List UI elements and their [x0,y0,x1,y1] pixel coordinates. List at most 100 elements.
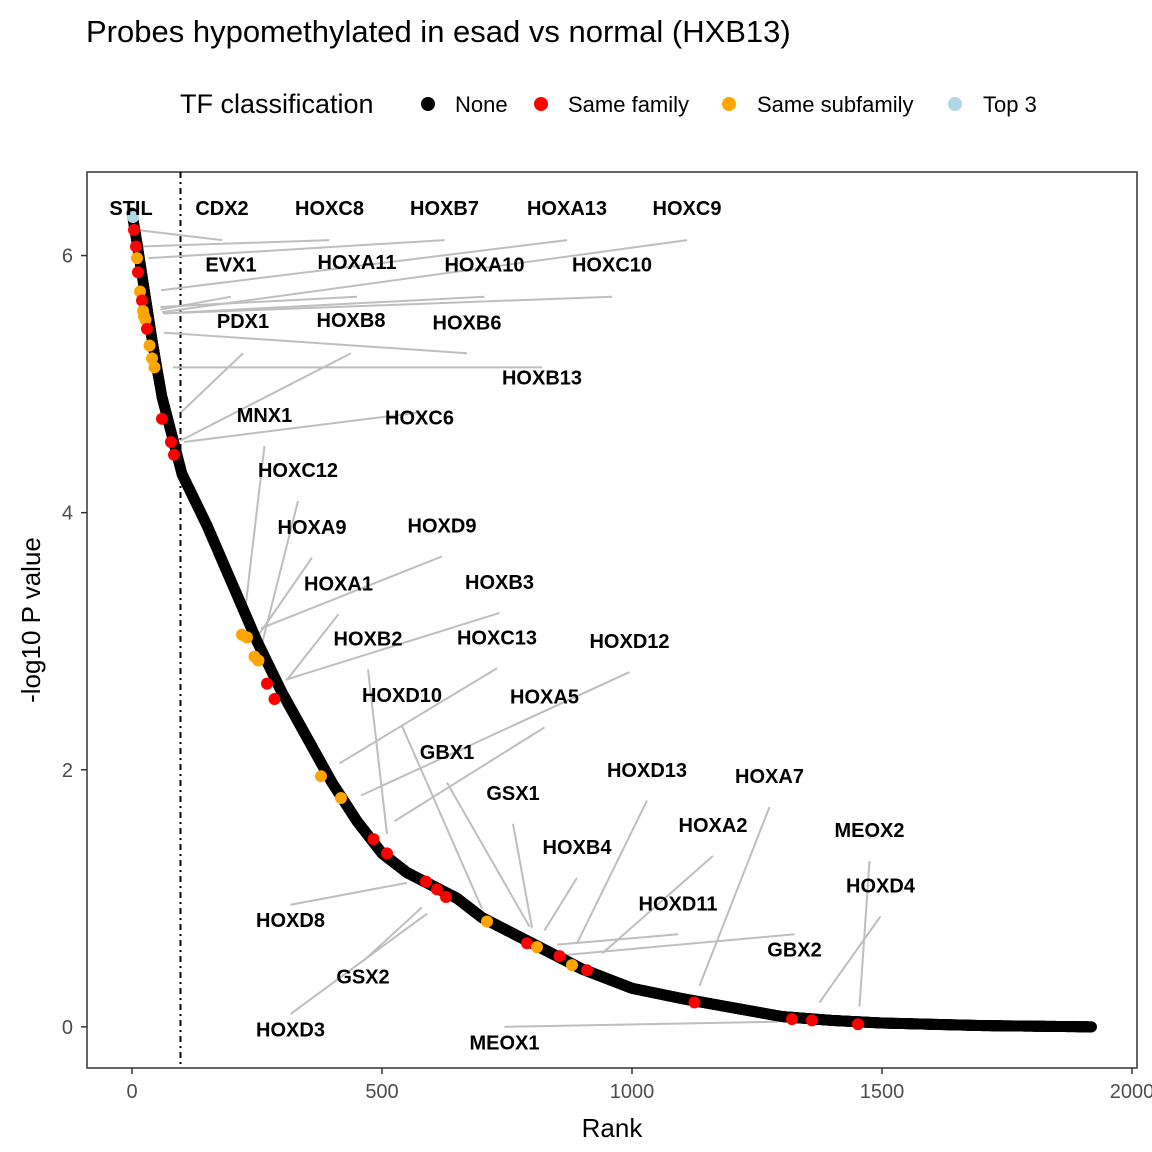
point-label: HOXD13 [607,760,687,782]
legend-label-top-3: Top 3 [983,92,1037,117]
point-label: HOXC6 [385,408,454,430]
highlighted-point [165,435,177,448]
x-tick-label: 1500 [860,1081,905,1103]
leader-line [338,667,498,765]
leader-line [512,823,533,929]
x-tick-label: 0 [126,1081,137,1103]
leader-line [163,331,468,355]
point-label: GSX2 [336,967,389,989]
highlighted-point [146,352,158,365]
point-label: HOXA9 [278,517,347,539]
highlighted-point [553,950,566,963]
point-label: HOXD4 [846,875,916,897]
axes: 0 500 1000 1500 2000 0 2 4 6 [62,246,1152,1103]
point-label: HOXA2 [679,815,748,837]
point-label: HOXB13 [502,368,582,390]
highlighted-point [148,361,161,374]
point-label: HOXB6 [433,312,502,334]
point-label: EVX1 [205,255,256,277]
point-label: GSX1 [486,783,539,805]
legend: TF classification None Same family Same … [180,89,1037,119]
highlighted-point [566,959,578,972]
leader-line [260,555,443,630]
point-label: HOXA7 [735,766,804,788]
highlighted-point [130,240,142,253]
legend-swatch-none [421,97,435,111]
leader-line [135,228,223,242]
point-label: HOXD10 [362,685,442,707]
point-label: HOXC8 [295,198,364,220]
leader-line [243,445,266,616]
highlighted-point [367,833,380,846]
highlighted-point [481,915,493,928]
data-points [126,207,1097,1033]
legend-title: TF classification [180,89,374,119]
x-tick-label: 500 [365,1081,398,1103]
point-label: HOXA13 [527,198,607,220]
highlighted-point [531,941,543,954]
x-tick-label: 1000 [610,1081,655,1103]
highlighted-point [136,294,148,307]
leader-line [180,352,244,414]
point-label: HOXD3 [256,1019,325,1041]
highlighted-point [581,964,593,977]
point-label: HOXA11 [318,252,397,274]
highlighted-point [128,223,140,236]
data-point [1086,1021,1097,1033]
point-label: CDX2 [195,198,248,220]
point-label: HOXA5 [510,686,579,708]
leader-line [601,855,714,955]
highlighted-point [252,654,265,667]
point-label: GBX2 [767,940,821,962]
legend-label-none: None [455,92,508,117]
highlighted-point [134,285,146,298]
chart-title: Probes hypomethylated in esad vs normal … [86,14,791,49]
leader-line [148,239,445,260]
leader-line [160,295,232,311]
leader-line [360,671,630,797]
leader-line [818,915,882,1004]
leader-line [286,613,340,681]
point-label: HOXD11 [639,893,718,915]
point-label: HOXC13 [457,627,537,649]
point-label: HOXD9 [408,516,477,538]
point-label: HOXB2 [334,629,403,651]
point-label: HOXA1 [304,573,373,595]
highlighted-point [268,693,281,706]
leader-line [160,239,568,292]
highlighted-point [127,210,139,223]
point-label: HOXB8 [317,310,386,332]
highlighted-point [521,937,533,950]
leader-lines [135,228,882,1028]
point-label: HOXB4 [543,837,613,859]
point-label: GBX1 [420,742,474,764]
point-labels: STIL CDX2 HOXC8 HOXB7 HOXA13 HOXC9 EVX1 HOXA11 H… [109,198,916,1054]
highlighted-point [688,996,701,1009]
point-label: HOXC12 [258,460,338,482]
highlighted-point [143,339,156,352]
point-label: HOXD12 [589,631,669,653]
highlighted-point [168,448,180,461]
legend-swatch-same-family [534,97,548,111]
highlighted-point [131,252,143,265]
leader-line [164,295,613,315]
y-tick-label: 4 [62,503,73,525]
y-tick-label: 2 [62,760,73,782]
highlighted-point [420,875,432,888]
leader-line [161,239,688,314]
leader-line [289,912,428,1015]
leader-line [367,669,388,835]
leader-line [551,933,795,958]
point-label: HOXC9 [653,198,722,220]
point-label: STIL [109,198,152,220]
legend-swatch-same-subfamily [722,97,736,111]
highlighted-point [315,770,327,783]
leader-line [258,557,313,635]
leader-line [401,725,483,909]
leader-line [160,295,358,308]
leader-line [698,806,771,987]
legend-label-same-family: Same family [568,92,689,117]
highlighted-points [127,210,864,1031]
highlighted-point [132,266,144,279]
